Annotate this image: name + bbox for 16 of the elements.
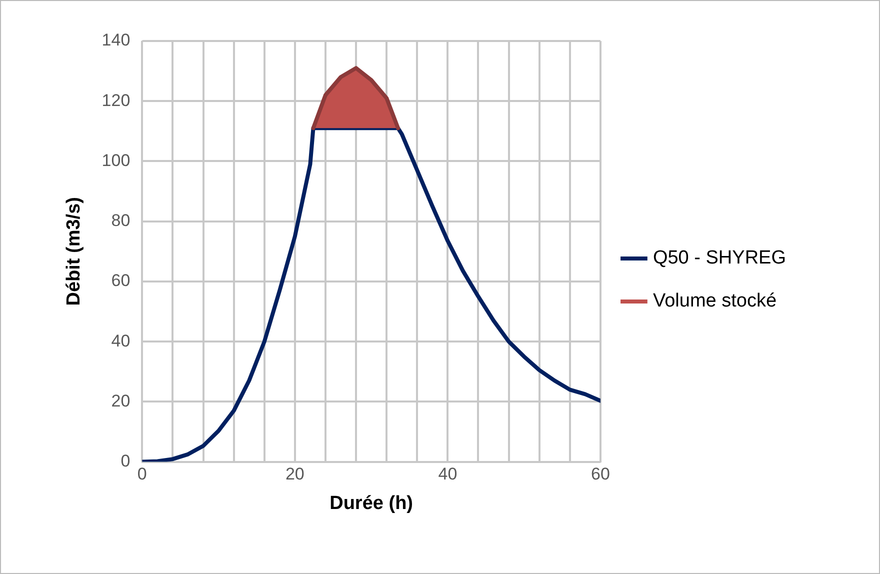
x-axis-title: Durée (h)	[330, 492, 414, 514]
x-tick-label: 20	[285, 464, 304, 484]
y-tick-label: 80	[111, 211, 130, 230]
x-tick-label: 60	[591, 464, 610, 484]
x-tick-label: 40	[438, 464, 458, 484]
y-tick-label: 140	[102, 30, 130, 50]
y-tick-label: 0	[120, 451, 130, 470]
y-tick-label: 60	[111, 271, 130, 290]
y-tick-label: 40	[111, 331, 130, 350]
y-tick-label: 20	[111, 391, 130, 410]
legend-label: Volume stocké	[652, 290, 777, 312]
y-tick-label: 120	[102, 90, 130, 110]
y-axis-title: Débit (m3/s)	[64, 197, 85, 306]
legend-label: Q50 - SHYREG	[652, 248, 786, 269]
x-tick-label: 0	[137, 464, 147, 484]
y-tick-label: 100	[102, 150, 130, 170]
